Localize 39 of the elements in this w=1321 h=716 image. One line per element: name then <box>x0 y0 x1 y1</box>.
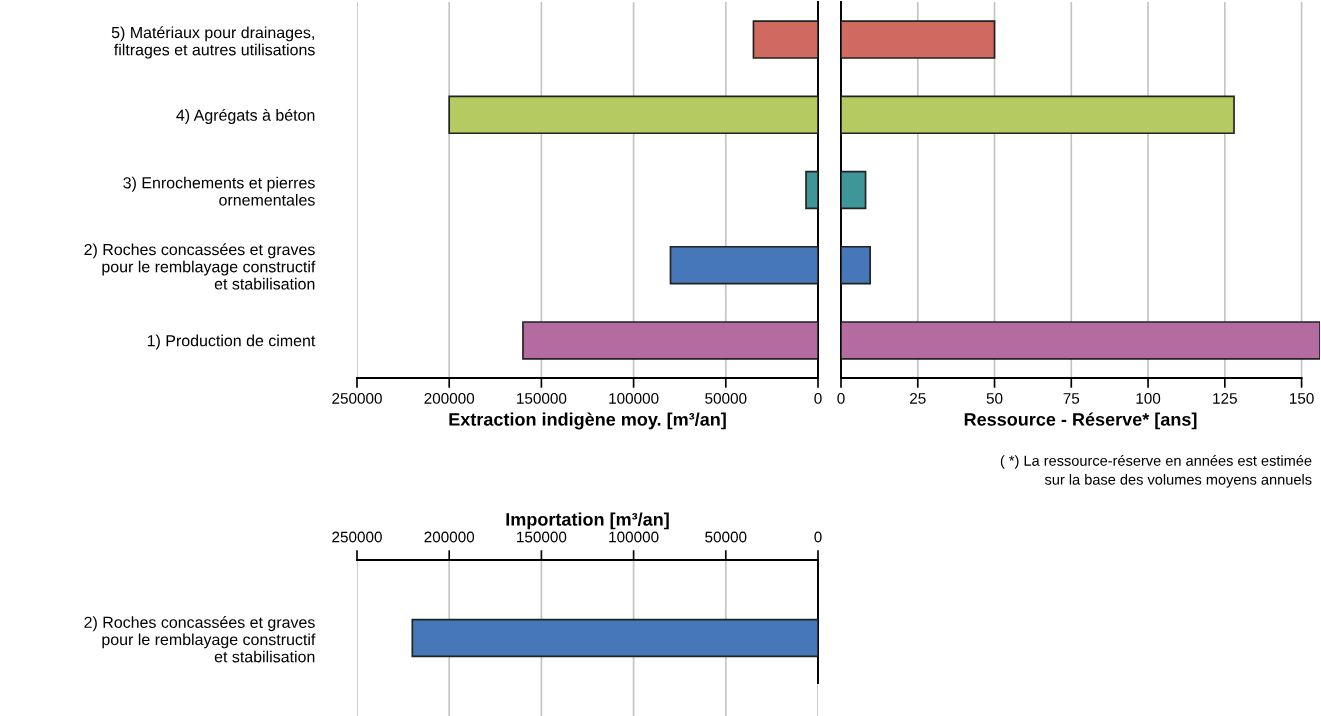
x-axis-title: Ressource - Réserve* [ans] <box>964 412 1197 430</box>
x-tick-label: 100000 <box>609 392 659 404</box>
y-tick-label: 5) Matériaux pour drainages, filtrages et autres utilisations <box>111 26 315 59</box>
x-tick-label: 125 <box>1213 392 1237 404</box>
x-tick-label: 250000 <box>332 531 382 543</box>
x-axis-title: Importation [m³/an] <box>506 512 669 530</box>
y-tick-label: 2) Roches concassées et graves pour le remblayage constructif et stabilisation <box>84 616 316 663</box>
bar <box>841 20 996 59</box>
bar <box>522 321 818 360</box>
x-tick-label: 0 <box>814 531 822 543</box>
y-tick-label: 2) Roches concassées et graves pour le remblayage constructif et stabilisation <box>84 243 316 290</box>
bar <box>841 170 867 210</box>
x-tick-label: 0 <box>837 392 845 404</box>
x-tick-label: 25 <box>910 392 926 404</box>
x-tick-label: 100000 <box>609 531 659 543</box>
x-tick-label: 250000 <box>332 392 382 404</box>
bar <box>841 245 872 285</box>
x-tick-label: 150000 <box>517 392 567 404</box>
bar <box>805 170 818 210</box>
bar <box>841 95 1235 135</box>
x-tick-label: 150000 <box>517 531 567 543</box>
x-tick-label: 50000 <box>705 531 747 543</box>
bar <box>752 20 818 59</box>
x-tick-label: 50 <box>986 392 1003 404</box>
x-tick-label: 200000 <box>424 392 475 404</box>
x-tick-label: 0 <box>814 392 822 404</box>
x-tick-label: 75 <box>1063 393 1080 404</box>
text: ( *) La ressource-réserve en années est estimée sur la base des volumes moyens annuels <box>1000 454 1312 488</box>
x-tick-label: 150 <box>1290 392 1314 404</box>
x-tick-label: 50000 <box>705 392 747 404</box>
x-axis-title: Extraction indigène moy. [m³/an] <box>449 412 726 430</box>
y-tick-label: 4) Agrégats à béton <box>176 108 315 124</box>
bar <box>841 321 1320 360</box>
bar <box>448 95 818 135</box>
y-tick-label: 1) Production de ciment <box>147 334 316 350</box>
x-tick-label: 100 <box>1136 392 1161 404</box>
y-tick-label: 3) Enrochements et pierres ornementales <box>123 176 315 206</box>
x-tick-label: 200000 <box>424 531 475 543</box>
bar <box>669 245 818 285</box>
